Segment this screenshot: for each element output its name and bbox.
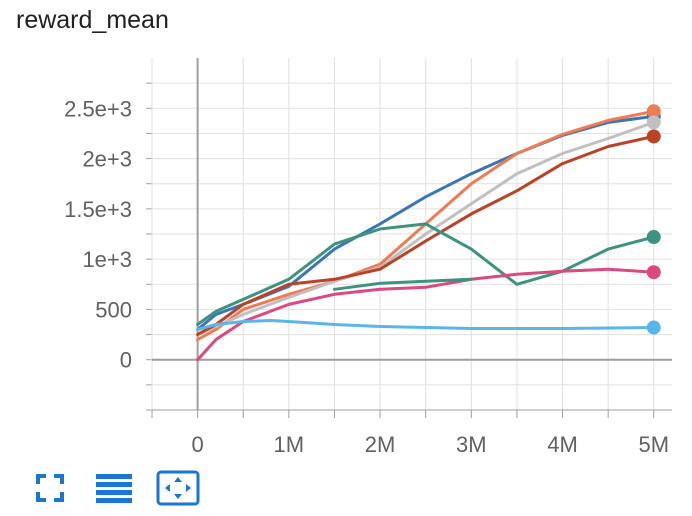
series-line xyxy=(333,277,473,291)
x-tick-label: 0 xyxy=(191,432,203,457)
series-line xyxy=(196,267,656,362)
y-tick-label: 0 xyxy=(120,348,132,373)
series-end-point xyxy=(646,230,661,245)
series-line xyxy=(196,134,656,337)
fullscreen-button[interactable] xyxy=(28,470,72,506)
series-end-point xyxy=(646,265,661,280)
series-line xyxy=(196,319,656,331)
series-line xyxy=(196,109,656,342)
toggle-log-button[interactable] xyxy=(92,470,136,506)
x-tick-label: 3M xyxy=(456,432,487,457)
y-tick-label: 2.5e+3 xyxy=(64,96,132,121)
fullscreen-icon xyxy=(36,474,64,502)
x-tick-label: 2M xyxy=(365,432,396,457)
fit-domain-button[interactable] xyxy=(156,470,200,506)
y-tick-label: 500 xyxy=(95,297,132,322)
series-line xyxy=(196,120,656,337)
x-tick-label: 1M xyxy=(274,432,305,457)
series-end-point xyxy=(646,115,661,130)
y-tick-label: 1.5e+3 xyxy=(64,197,132,222)
chart-toolbar xyxy=(28,470,220,510)
series-layer xyxy=(196,104,661,362)
chart-canvas[interactable]: 0 500 1e+3 1.5e+3 2e+3 2.5e+3 0 1M 2M 3M 4M 5M xyxy=(0,0,692,470)
chart-title: reward_mean xyxy=(16,6,169,34)
series-line xyxy=(196,222,656,326)
x-tick-label: 5M xyxy=(638,432,669,457)
fit-domain-icon xyxy=(156,470,200,506)
series-end-point xyxy=(646,320,661,335)
x-tick-label: 4M xyxy=(547,432,578,457)
y-tick-label: 1e+3 xyxy=(82,247,132,272)
lines-icon xyxy=(96,474,132,503)
series-end-point xyxy=(646,104,661,119)
tick-labels: 0 500 1e+3 1.5e+3 2e+3 2.5e+3 0 1M 2M 3M 4M 5M xyxy=(64,96,669,457)
grid xyxy=(151,58,672,411)
axes xyxy=(146,58,672,418)
y-tick-label: 2e+3 xyxy=(82,147,132,172)
series-end-point xyxy=(646,129,661,144)
